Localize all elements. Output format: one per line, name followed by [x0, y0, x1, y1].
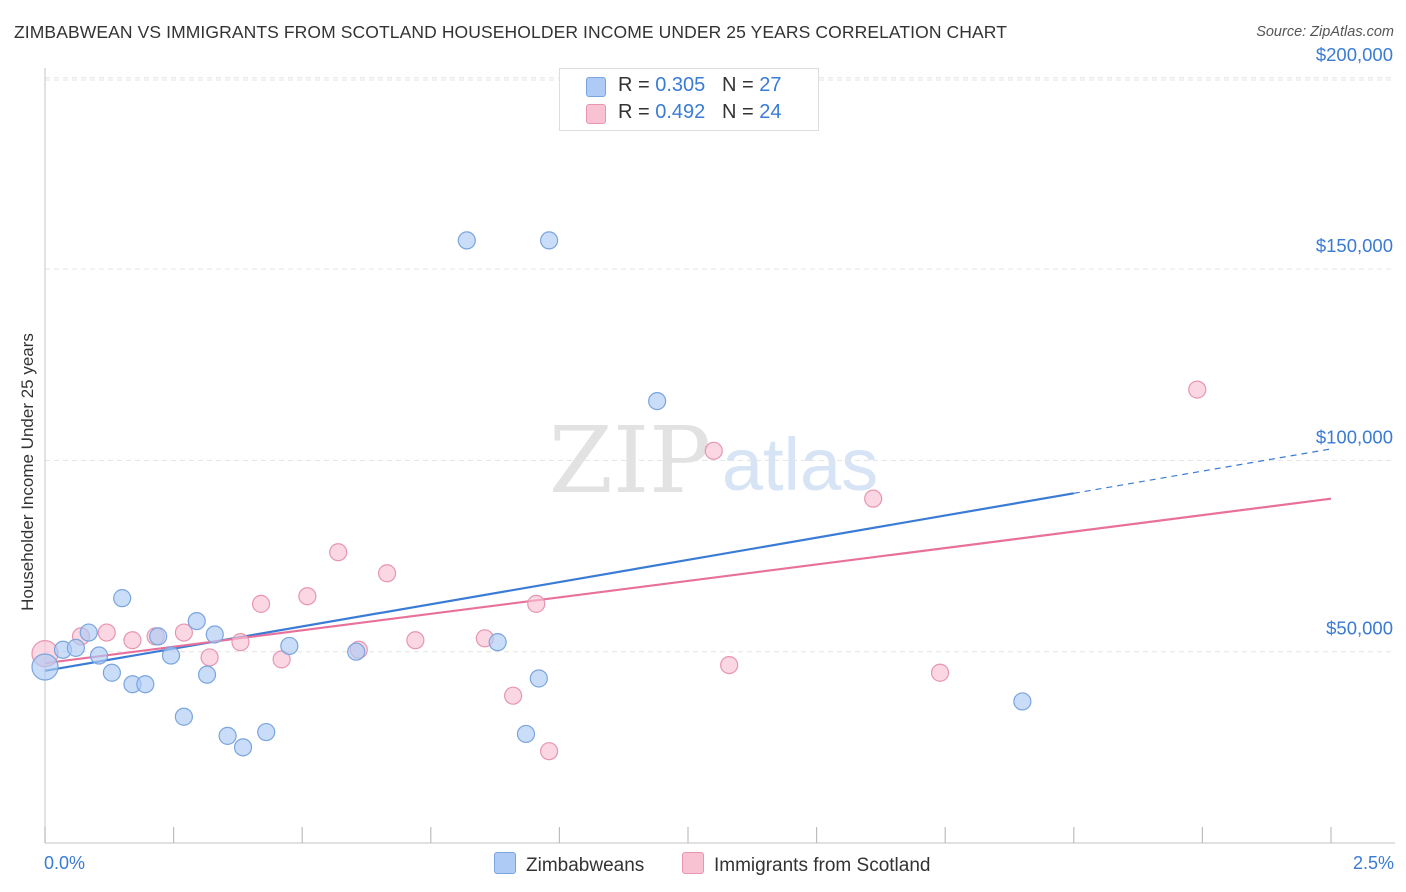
legend-r-label: R = [618, 101, 656, 123]
legend-n-label: N = [721, 74, 760, 96]
x-tick-label-max: 2.5% [1352, 853, 1394, 873]
bottom-legend-label: Zimbabweans [526, 855, 645, 876]
trend-line-extension [1073, 448, 1332, 494]
scotland-point [231, 633, 250, 652]
scotland-point [930, 663, 950, 682]
zimbabweans-point [347, 642, 366, 661]
scotland-point [377, 564, 397, 583]
zimbabweans-point [648, 391, 667, 411]
scotland-point [329, 543, 348, 562]
zimbabweans-point [187, 611, 206, 631]
scotland-point [298, 587, 317, 606]
zimbabweans-point [218, 726, 237, 745]
legend-r-value: 0.305 [655, 74, 706, 96]
watermark: ZIP atlas [549, 407, 878, 514]
zimbabweans-point [66, 638, 85, 657]
x-tick-label-min: 0.0% [44, 853, 86, 873]
legend-n-value: 27 [759, 74, 782, 96]
legend-r-label: R = [618, 74, 656, 96]
y-tick-label: $50,000 [1326, 618, 1393, 639]
y-tick-label: $200,000 [1316, 44, 1393, 65]
y-tick-label: $150,000 [1316, 235, 1393, 256]
scotland-point [272, 650, 291, 669]
scotland-point [251, 594, 271, 613]
scotland-point [527, 594, 546, 613]
zimbabweans-point [540, 231, 559, 250]
zimbabweans-point [136, 675, 155, 694]
source-label: Source: ZipAtlas.com [1256, 24, 1394, 40]
scotland-point [97, 623, 116, 642]
zimbabweans-point [280, 636, 299, 656]
legend-r-value: 0.492 [655, 101, 706, 123]
watermark-atlas: atlas [722, 423, 878, 506]
chart-title: ZIMBABWEAN VS IMMIGRANTS FROM SCOTLAND H… [14, 22, 1008, 42]
zimbabweans-point [257, 722, 276, 742]
legend-n-value: 24 [759, 101, 782, 123]
zimbabweans-point [516, 724, 536, 744]
trend-line-scotland [44, 497, 1332, 665]
scotland-point [704, 441, 723, 460]
zimbabweans-point [1013, 692, 1032, 711]
scotland-point [200, 648, 219, 667]
zimbabweans-point [529, 669, 548, 688]
legend-swatch-scotland [586, 104, 606, 124]
zimbabweans-point [174, 707, 193, 726]
zimbabweans-point [31, 653, 59, 681]
scotland-point [406, 631, 425, 650]
legend-swatch-zimbabweans [586, 77, 606, 97]
zimbabweans-point [205, 625, 224, 644]
zimbabweans-point [79, 623, 98, 642]
scotland-point [720, 655, 739, 675]
scotland-point [864, 489, 883, 508]
zimbabweans-point [149, 627, 168, 646]
bottom-legend-zimbabweans: Zimbabweans [494, 852, 644, 877]
bottom-legend-scotland: Immigrants from Scotland [682, 852, 930, 877]
y-tick-label: $100,000 [1316, 426, 1393, 447]
zimbabweans-point [233, 738, 253, 757]
scotland-point [504, 686, 523, 705]
correlation-legend: R = 0.305 N = 27 R = 0.492 N = 24 [559, 68, 819, 131]
zimbabweans-point [457, 231, 476, 250]
zimbabweans-point [113, 589, 132, 608]
scotland-point [123, 631, 142, 650]
scotland-point [1188, 380, 1207, 399]
zimbabweans-point [197, 665, 217, 684]
zimbabweans-point [102, 663, 121, 682]
zimbabweans-point [161, 646, 181, 665]
zimbabweans-point [89, 646, 109, 665]
legend-n-label: N = [721, 101, 760, 123]
scotland-point [540, 742, 559, 761]
bottom-legend-swatch-zimbabweans [494, 852, 516, 874]
bottom-legend-label: Immigrants from Scotland [714, 855, 931, 876]
scotland-point [174, 623, 193, 642]
zimbabweans-point [488, 633, 507, 652]
bottom-legend-swatch-scotland [682, 852, 704, 874]
